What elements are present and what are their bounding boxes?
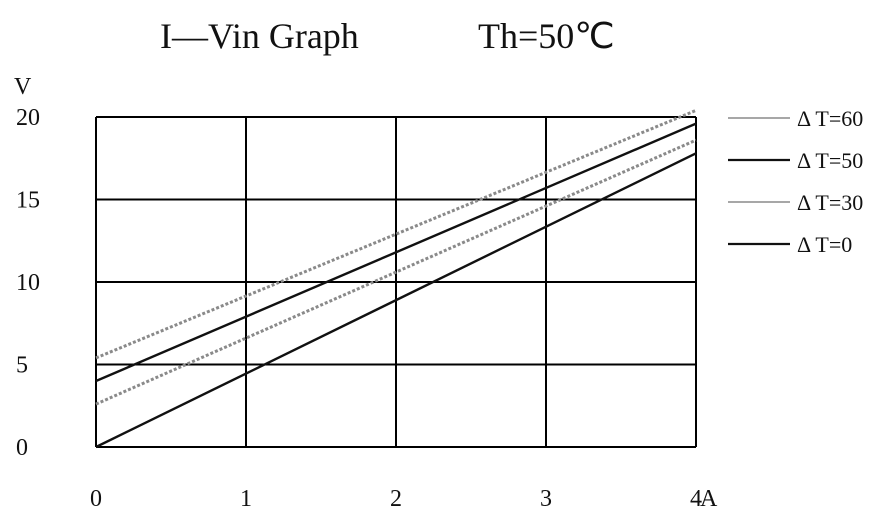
- x-tick-label: 4: [690, 486, 702, 512]
- x-tick-label: 1: [240, 486, 252, 512]
- series-line-2: [95, 138, 697, 406]
- series-lines: [95, 109, 697, 449]
- series-line-0: [95, 109, 697, 360]
- x-axis-unit: A: [700, 486, 718, 512]
- y-tick-label: 20: [16, 105, 40, 131]
- y-axis-label: V: [14, 74, 32, 100]
- y-tick-label: 5: [16, 353, 28, 379]
- series-line-3: [95, 152, 697, 449]
- y-tick-label: 10: [16, 270, 40, 296]
- chart-title-right: Th=50℃: [478, 16, 615, 56]
- legend-label-3: Δ T=0: [797, 232, 852, 257]
- legend-label-2: Δ T=30: [797, 190, 863, 215]
- x-tick-label: 3: [540, 486, 552, 512]
- x-tick-label: 0: [90, 486, 102, 512]
- y-tick-label: 15: [16, 188, 40, 214]
- legend: Δ T=60 Δ T=50 Δ T=30 Δ T=0: [728, 106, 863, 257]
- y-tick-label: 0: [16, 435, 28, 461]
- legend-label-1: Δ T=50: [797, 148, 863, 173]
- legend-label-0: Δ T=60: [797, 106, 863, 131]
- chart-title-left: I—Vin Graph: [160, 16, 359, 56]
- tick-labels: 0 1 2 3 4 0 5 10 15 20: [16, 105, 702, 512]
- series-line-1: [95, 122, 697, 383]
- x-tick-label: 2: [390, 486, 402, 512]
- grid: [95, 116, 697, 448]
